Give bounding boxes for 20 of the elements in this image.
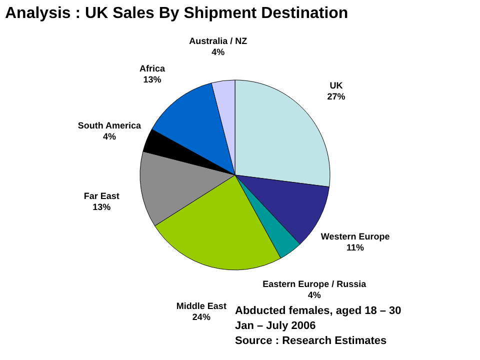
source-note: Source : Research Estimates: [235, 335, 387, 347]
slice-label: Far East: [84, 191, 120, 202]
slice-label: UK: [330, 80, 344, 91]
slice-label: South America: [78, 120, 142, 130]
data-label: 27%: [327, 92, 346, 102]
slice-label: Africa: [140, 63, 166, 74]
slice-label: Eastern Europe / Russia: [262, 279, 368, 290]
text: Jan – July 2006: [235, 320, 316, 332]
chart-title: Analysis : UK Sales By Shipment Destination: [5, 5, 348, 22]
slice-label: Western Europe: [320, 231, 390, 242]
data-label: 4%: [212, 47, 225, 58]
slice-label: Australia / NZ: [189, 36, 248, 46]
data-label: 13%: [92, 202, 111, 212]
text: Abducted females, aged 18 – 30: [235, 305, 402, 317]
data-label: 11%: [346, 242, 364, 252]
data-label: 4%: [308, 290, 321, 300]
slice-label: Middle East: [176, 300, 226, 311]
data-label: 24%: [192, 312, 210, 322]
data-label: 13%: [143, 74, 162, 84]
data-label: 4%: [102, 131, 116, 142]
